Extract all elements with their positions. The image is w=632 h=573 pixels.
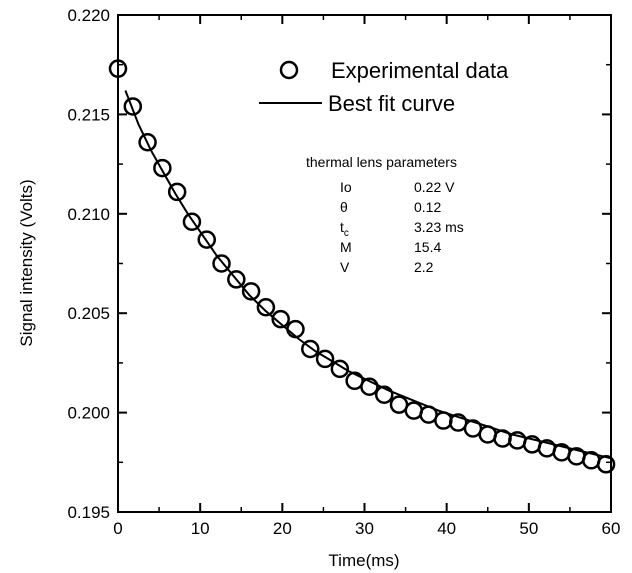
legend-label-experimental-data: Experimental data bbox=[331, 58, 509, 83]
data-point bbox=[478, 425, 497, 444]
data-point bbox=[374, 385, 394, 404]
x-tick-labels: 0 10 20 30 40 50 60 bbox=[113, 519, 620, 538]
y-tick-labels: 0.195 0.200 0.205 0.210 0.215 0.220 bbox=[67, 6, 110, 522]
x-tick-label: 0 bbox=[113, 519, 122, 538]
legend-label-best-fit-curve: Best fit curve bbox=[328, 91, 455, 116]
x-tick-label: 60 bbox=[602, 519, 621, 538]
y-tick-label: 0.210 bbox=[67, 205, 110, 224]
data-point bbox=[167, 182, 187, 202]
data-point bbox=[182, 212, 202, 232]
x-tick-label: 50 bbox=[519, 519, 538, 538]
data-point bbox=[241, 282, 261, 301]
data-point bbox=[596, 455, 616, 474]
data-point bbox=[108, 59, 128, 78]
parameter-symbol: θ bbox=[340, 199, 348, 215]
parameter-symbol: Io bbox=[340, 179, 352, 195]
y-tick-label: 0.205 bbox=[67, 304, 110, 323]
parameter-value: 0.22 V bbox=[414, 179, 455, 195]
parameter-value: 0.12 bbox=[414, 199, 441, 215]
parameter-value: 2.2 bbox=[414, 259, 434, 275]
series-experimental-data bbox=[108, 59, 616, 474]
y-tick-label: 0.195 bbox=[67, 503, 110, 522]
data-point bbox=[404, 401, 424, 420]
fit-curve-line bbox=[124, 90, 612, 460]
y-axis-label: Signal intensity (Volts) bbox=[17, 179, 36, 346]
parameter-symbol: M bbox=[340, 239, 352, 255]
x-tick-label: 20 bbox=[273, 519, 292, 538]
data-point bbox=[493, 429, 512, 448]
data-point bbox=[138, 132, 157, 152]
parameter-value: 3.23 ms bbox=[414, 219, 464, 235]
parameters-box: thermal lens parameters Io 0.22 V θ 0.12 tc 3… bbox=[306, 154, 464, 275]
data-point bbox=[301, 339, 320, 359]
x-tick-label: 30 bbox=[355, 519, 374, 538]
data-point bbox=[434, 411, 453, 430]
data-point bbox=[315, 349, 335, 369]
data-point bbox=[153, 158, 172, 178]
parameter-value: 15.4 bbox=[414, 239, 441, 255]
parameters-title: thermal lens parameters bbox=[306, 154, 457, 170]
series-best-fit-curve bbox=[124, 90, 612, 460]
legend-marker-experimental-data bbox=[279, 60, 299, 80]
data-point bbox=[360, 377, 379, 397]
axis-ticks bbox=[118, 15, 611, 512]
data-point bbox=[286, 319, 305, 339]
data-point bbox=[330, 359, 350, 379]
data-point bbox=[271, 309, 290, 329]
y-tick-label: 0.200 bbox=[67, 404, 110, 423]
parameter-symbol: tc bbox=[340, 219, 349, 239]
data-point bbox=[227, 270, 246, 289]
data-point bbox=[197, 230, 216, 249]
data-point bbox=[256, 297, 276, 317]
parameter-symbol-subscript: c bbox=[344, 228, 349, 239]
y-tick-label: 0.215 bbox=[67, 105, 110, 124]
parameter-symbol: V bbox=[340, 259, 350, 275]
y-tick-label: 0.220 bbox=[67, 6, 110, 25]
data-point bbox=[212, 254, 231, 273]
data-point bbox=[582, 451, 601, 470]
x-tick-label: 10 bbox=[191, 519, 210, 538]
parameters-rows: Io 0.22 V θ 0.12 tc 3.23 ms M 15.4 V 2.2 bbox=[340, 179, 464, 275]
legend: Experimental data Best fit curve bbox=[259, 58, 509, 116]
data-point bbox=[123, 97, 143, 116]
x-tick-label: 40 bbox=[437, 519, 456, 538]
x-axis-label: Time(ms) bbox=[328, 551, 399, 570]
